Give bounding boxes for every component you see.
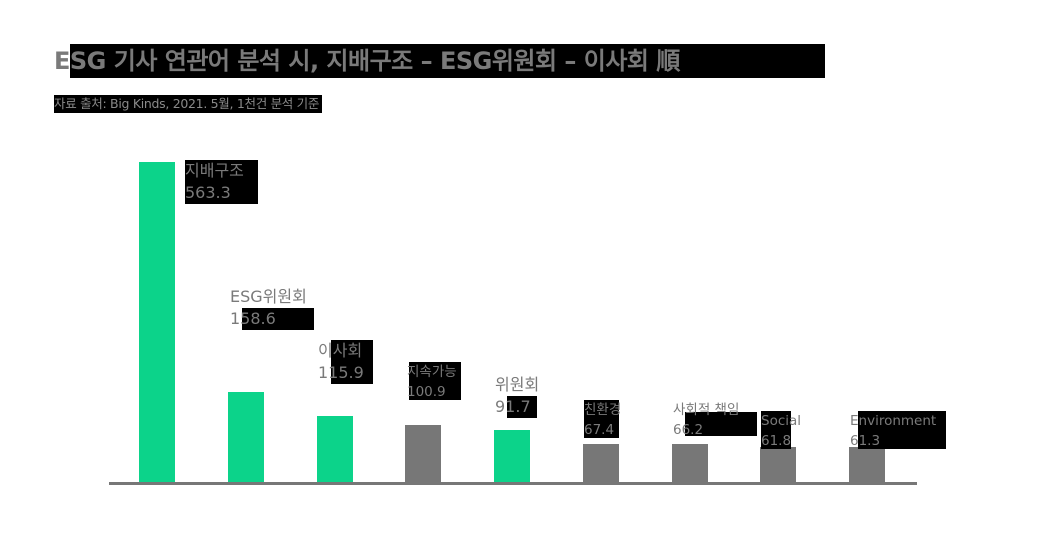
- label-highlight: [242, 308, 314, 330]
- bar-6: [583, 444, 619, 482]
- value-label: 115.9: [318, 363, 364, 382]
- label-highlight: [409, 362, 461, 400]
- bar-4: [405, 425, 441, 482]
- bar-label: 지속가능 100.9: [407, 362, 461, 402]
- category-label: Environment: [850, 413, 937, 429]
- bar-label: Environment 61.3: [850, 411, 946, 451]
- bar-label: ESG위원회 158.6: [230, 286, 314, 330]
- label-highlight: [685, 412, 757, 436]
- bar-label: 이사회 115.9: [318, 340, 373, 384]
- category-label: Social: [761, 413, 802, 429]
- chart-title: ESG 기사 연관어 분석 시, 지배구조 – ESG위원회 – 이사회 順: [54, 47, 680, 75]
- bar-label: Social 61.8: [761, 411, 801, 451]
- chart-title-wrap: ESG 기사 연관어 분석 시, 지배구조 – ESG위원회 – 이사회 順: [54, 44, 825, 78]
- value-label: 563.3: [185, 183, 231, 202]
- category-label: 지배구조: [185, 161, 244, 180]
- label-highlight: [858, 411, 946, 449]
- value-label: 66.2: [673, 422, 704, 438]
- category-label: 친환경: [584, 402, 622, 418]
- category-label: 위원회: [495, 375, 540, 394]
- label-highlight: [584, 400, 619, 438]
- bar-9: [849, 447, 885, 482]
- x-axis-line: [109, 482, 917, 485]
- bar-2: [228, 392, 264, 482]
- bar-label: 사회적 책임 66.2: [673, 400, 757, 440]
- label-highlight: [761, 411, 791, 449]
- bar-5: [494, 430, 530, 482]
- label-highlight: [185, 160, 258, 204]
- label-highlight: [331, 340, 373, 384]
- category-label: ESG위원회: [230, 287, 307, 306]
- value-label: 91.7: [495, 397, 531, 416]
- value-label: 61.8: [761, 433, 792, 449]
- title-highlight: [70, 44, 825, 78]
- bar-3: [317, 416, 353, 482]
- value-label: 158.6: [230, 309, 276, 328]
- value-label: 61.3: [850, 433, 881, 449]
- chart-subtitle: 자료 출처: Big Kinds, 2021. 5월, 1천건 분석 기준: [54, 95, 323, 113]
- bar-label: 위원회 91.7: [495, 374, 539, 418]
- bar-label: 친환경 67.4: [584, 400, 621, 440]
- category-label: 이사회: [318, 341, 363, 360]
- bar-8: [760, 447, 796, 482]
- bar-label: 지배구조 563.3: [185, 160, 258, 204]
- bar-7: [672, 444, 708, 482]
- label-highlight: [507, 396, 537, 418]
- bar-1: [139, 162, 175, 482]
- value-label: 67.4: [584, 422, 615, 438]
- category-label: 지속가능: [407, 364, 457, 380]
- value-label: 100.9: [407, 384, 446, 400]
- category-label: 사회적 책임: [673, 402, 740, 418]
